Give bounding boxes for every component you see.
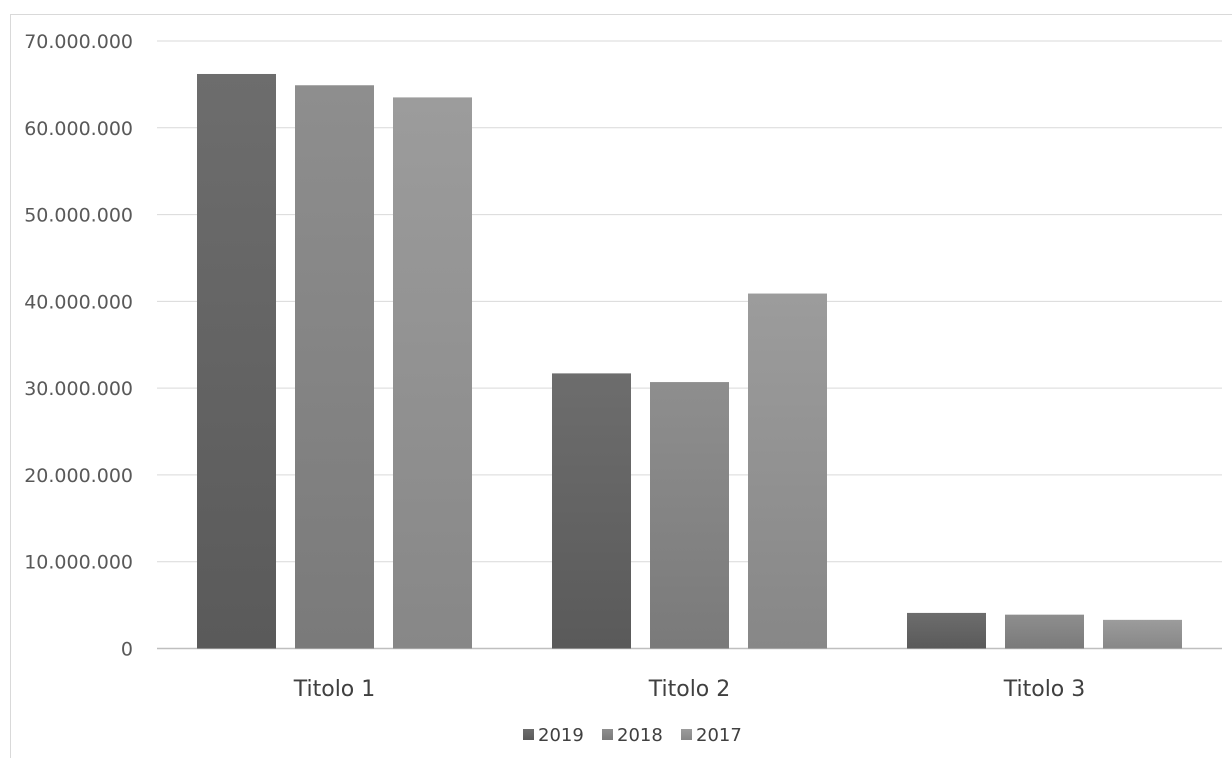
bar-2018-titolo-1	[295, 85, 374, 649]
y-tick-label: 20.000.000	[24, 465, 133, 487]
legend-label: 2017	[696, 725, 742, 746]
y-tick-label: 60.000.000	[24, 118, 133, 140]
bars	[197, 73, 1182, 649]
legend-swatch	[681, 729, 692, 740]
bar-2018-titolo-2	[650, 382, 729, 649]
legend-label: 2018	[617, 725, 663, 746]
y-tick-label: 30.000.000	[24, 378, 133, 400]
y-tick-label: 70.000.000	[24, 31, 133, 53]
legend-swatch	[602, 729, 613, 740]
y-tick-label: 0	[121, 639, 133, 661]
category-label: Titolo 1	[293, 677, 376, 702]
bar-2018-titolo-3	[1005, 614, 1084, 649]
bar-2019-titolo-3	[907, 612, 986, 649]
y-tick-label: 10.000.000	[24, 552, 133, 574]
y-axis-ticks: 0 10.000.000 20.000.000 30.000.000 40.000.00…	[24, 31, 133, 661]
y-tick-label: 40.000.000	[24, 291, 133, 313]
x-axis-categories: Titolo 1 Titolo 2 Titolo 3	[293, 677, 1086, 702]
category-label: Titolo 3	[1003, 677, 1086, 702]
category-label: Titolo 2	[648, 677, 731, 702]
bar-2019-titolo-2	[552, 373, 631, 649]
chart-frame	[10, 14, 1232, 758]
legend: 2019 2018 2017	[523, 725, 742, 746]
legend-swatch	[523, 729, 534, 740]
bar-2017-titolo-3	[1103, 619, 1182, 649]
y-tick-label: 50.000.000	[24, 205, 133, 227]
bar-2017-titolo-1	[393, 97, 472, 649]
legend-label: 2019	[538, 725, 584, 746]
bar-2019-titolo-1	[197, 73, 276, 649]
bar-2017-titolo-2	[748, 293, 827, 649]
